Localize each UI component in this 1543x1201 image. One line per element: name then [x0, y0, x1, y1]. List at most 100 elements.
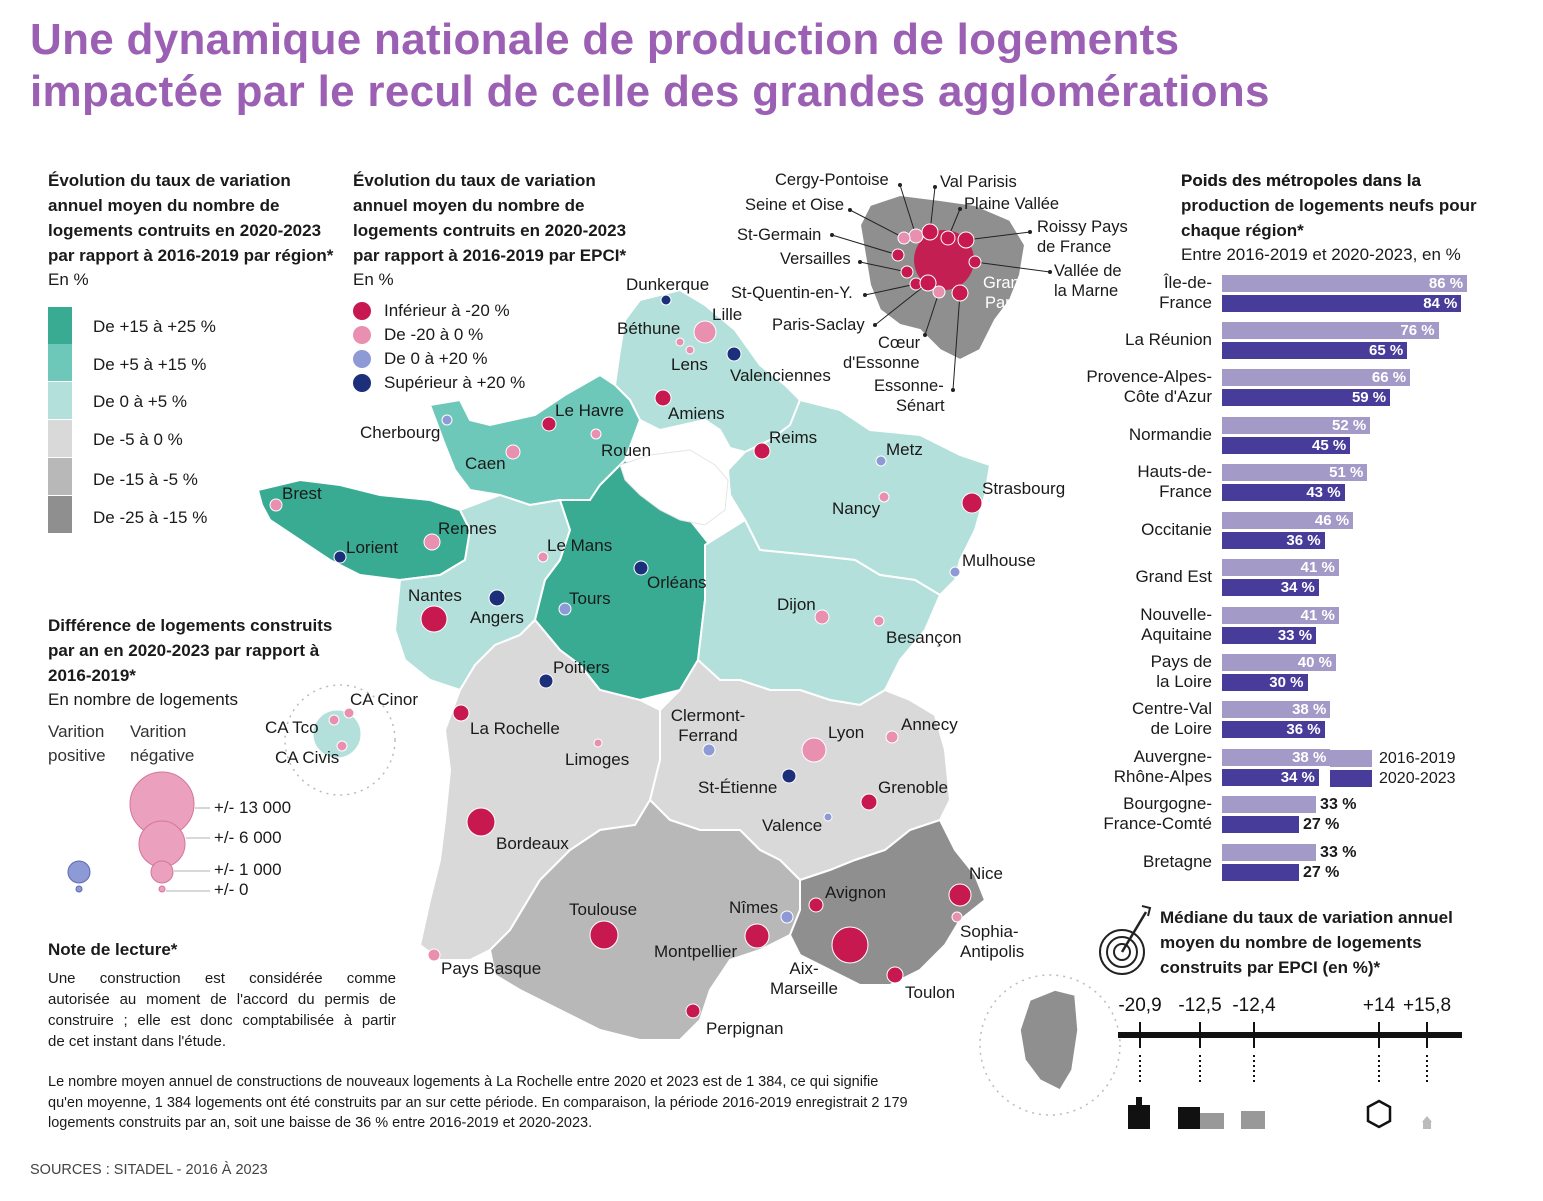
city-label-grenoble: Grenoble — [878, 778, 948, 797]
city-label-pays-basque: Pays Basque — [441, 959, 541, 978]
city-dot-mulhouse — [949, 566, 961, 578]
city-dot-metz — [875, 455, 887, 467]
bar-category-label: Île-de- France — [1159, 273, 1212, 312]
bar-2020-2023: 30 % — [1222, 674, 1308, 691]
city-dot-angers — [488, 589, 506, 607]
city-dot-st-tienne — [781, 768, 797, 784]
region-legend-title-line: logements contruits en 2020-2023 — [48, 221, 322, 240]
city-dot-caen — [505, 444, 521, 460]
bar-2020-2023 — [1222, 864, 1299, 881]
city-label-aix-marseille: Aix-Marseille — [770, 959, 838, 998]
bar-category-label: La Réunion — [1125, 330, 1212, 349]
city-dot-strasbourg — [961, 492, 983, 514]
city-dot-nantes — [420, 605, 448, 633]
bar-category-label: Bourgogne- France-Comté — [1103, 794, 1212, 833]
bar-2020-2023: 65 % — [1222, 342, 1408, 359]
city-label-sophia-antipolis: Sophia-Antipolis — [960, 922, 1024, 961]
city-dot-ca-civis — [336, 740, 348, 752]
diff-positive-line: positive — [48, 746, 106, 765]
region-reunion — [312, 709, 362, 759]
city-dot-avignon — [808, 897, 824, 913]
epci-legend-title-line: par rapport à 2016-2019 par EPCI* — [353, 246, 627, 265]
bar-2020-2023: 43 % — [1222, 484, 1345, 501]
bar-legend-swatch — [1330, 770, 1372, 787]
city-dot-n-mes — [780, 910, 794, 924]
city-label-toulouse: Toulouse — [569, 900, 637, 919]
sources: SOURCES : SITADEL - 2016 À 2023 — [30, 1162, 268, 1178]
median-tick-label: +14 — [1363, 995, 1396, 1016]
epci-legend-scale: Inférieur à -20 % De -20 à 0 % De 0 à +2… — [353, 300, 573, 400]
chart-title-line: Poids des métropoles dans la — [1181, 171, 1421, 190]
city-dot-ca-cinor — [343, 707, 355, 719]
note-line: de cet instant dans l'étude. — [48, 1033, 226, 1050]
median-tick-label: -12,5 — [1178, 995, 1221, 1016]
city-dot-ca-tco — [328, 714, 340, 726]
idf-dot-paris-saclay — [919, 274, 937, 292]
idf-label-c-ur-d-essonne: Cœur d'Essonne — [843, 334, 921, 372]
bar-2016-2019: 38 % — [1222, 701, 1331, 718]
bar-2016-2019: 51 % — [1222, 464, 1368, 481]
region-legend-title-line: Évolution du taux de variation — [48, 171, 291, 190]
city-dot-annecy — [885, 730, 899, 744]
median-tick-label: +15,8 — [1403, 995, 1451, 1016]
note-bottom-line: Le nombre moyen annuel de constructions … — [48, 1074, 879, 1090]
city-dot-clermont-ferrand — [702, 743, 716, 757]
city-dot-poitiers — [538, 673, 554, 689]
bar-2020-2023: 34 % — [1222, 579, 1319, 596]
city-dot-le-mans — [537, 551, 549, 563]
city-dot-nancy — [878, 491, 890, 503]
bar-value-label: 33 % — [1320, 844, 1357, 861]
diff-negative-line: négative — [130, 746, 195, 765]
idf-hole — [619, 449, 729, 526]
reading-note: Note de lecture* Une construction est co… — [48, 940, 396, 1052]
idf-layer: Cergy-Pontoise Val Parisis Seine et Oise Pl… — [731, 171, 1128, 415]
bar-2016-2019: 40 % — [1222, 654, 1336, 671]
idf-label-val-parisis: Val Parisis — [940, 173, 1017, 191]
diff-negative-line: Varition — [130, 722, 187, 741]
size-label: +/- 13 000 — [214, 798, 292, 817]
city-label-lens: Lens — [671, 355, 708, 374]
size-circle-pos-1000 — [67, 860, 91, 884]
building-icon — [1178, 1107, 1200, 1129]
idf-dot-versailles — [900, 265, 914, 279]
bar-category-label: Nouvelle- Aquitaine — [1140, 605, 1212, 644]
epci-legend-title-line: logements contruits en 2020-2023 — [353, 221, 627, 240]
region-class-label: De 0 à +5 % — [93, 392, 188, 411]
region-class-label: De +15 à +25 % — [93, 317, 216, 336]
region-legend-scale: De +15 à +25 % De +5 à +15 % De 0 à +5 %… — [48, 307, 248, 537]
city-dot-bordeaux — [466, 807, 496, 837]
size-labels: +/- 13 000 +/- 6 000 +/- 1 000 +/- 0 — [214, 798, 291, 900]
corse-inset-ring — [979, 974, 1121, 1116]
swatch-plus5-15 — [48, 344, 72, 381]
chart-title: Poids des métropoles dans la production … — [1181, 171, 1477, 240]
region-class-label: De -25 à -15 % — [93, 508, 208, 527]
idf-label-plaine-vall-e: Plaine Vallée — [964, 195, 1059, 213]
page-title: Une dynamique nationale de production de… — [30, 14, 1270, 118]
bar-category-label: Pays de la Loire — [1150, 652, 1212, 691]
bar-category-label: Grand Est — [1135, 567, 1212, 586]
size-label: +/- 6 000 — [214, 828, 282, 847]
dot-lt-minus20 — [353, 302, 371, 320]
city-label-valenciennes: Valenciennes — [730, 366, 831, 385]
median-axis: -20,9 -12,5 -12,4 +14 +15,8 — [1118, 995, 1462, 1129]
city-label-bordeaux: Bordeaux — [496, 834, 569, 853]
city-label-metz: Metz — [886, 440, 923, 459]
diff-size-legend — [67, 771, 210, 893]
epci-class-label: Supérieur à +20 % — [384, 373, 526, 392]
city-dot-dijon — [814, 609, 830, 625]
city-dot-pays-basque — [427, 948, 441, 962]
city-dot-orl-ans — [633, 560, 649, 576]
note-line: autorisée au moment de l'accord du permi… — [48, 991, 396, 1008]
building-icon — [1128, 1105, 1150, 1129]
idf-label-vall-e-de-la-marne: Vallée de la Marne — [1054, 262, 1122, 300]
bar-2020-2023 — [1222, 816, 1299, 833]
bar-2020-2023: 59 % — [1222, 389, 1391, 406]
idf-label-seine-et-oise: Seine et Oise — [745, 196, 844, 214]
city-dot-brest — [269, 498, 283, 512]
note-bottom-line: qu'en moyenne, 1 384 logements ont été c… — [48, 1094, 908, 1111]
swatch-plus15-25 — [48, 307, 72, 344]
city-label-limoges: Limoges — [565, 750, 629, 769]
bar-legend-label: 2020-2023 — [1379, 770, 1456, 787]
bar-2016-2019: 86 % — [1222, 275, 1468, 292]
idf-label-grand-paris: Grand Paris — [983, 274, 1029, 312]
